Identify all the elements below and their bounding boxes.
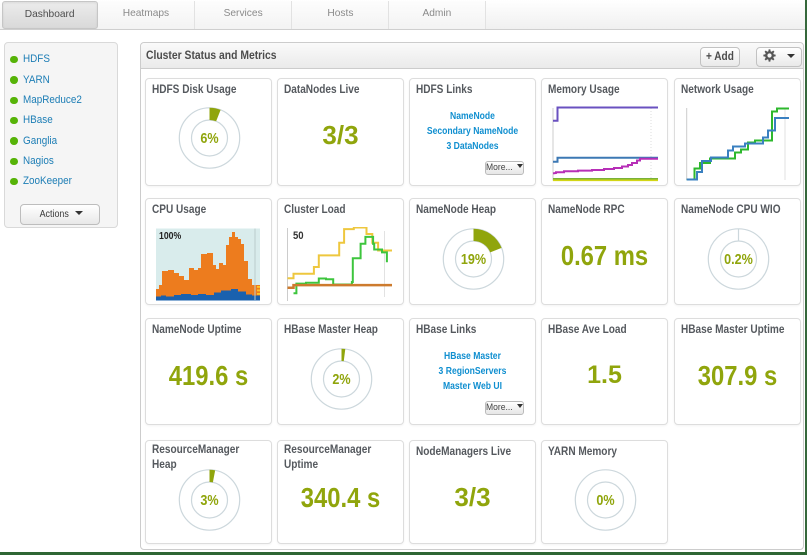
svg-text:100%: 100% — [159, 230, 182, 241]
svg-text:6%: 6% — [200, 130, 218, 146]
svg-text:2%: 2% — [332, 371, 350, 387]
svg-text:0.2%: 0.2% — [724, 251, 753, 267]
svg-text:3%: 3% — [200, 492, 218, 508]
svg-text:50: 50 — [293, 230, 304, 242]
svg-text:19%: 19% — [461, 251, 486, 267]
svg-text:0%: 0% — [596, 492, 614, 508]
